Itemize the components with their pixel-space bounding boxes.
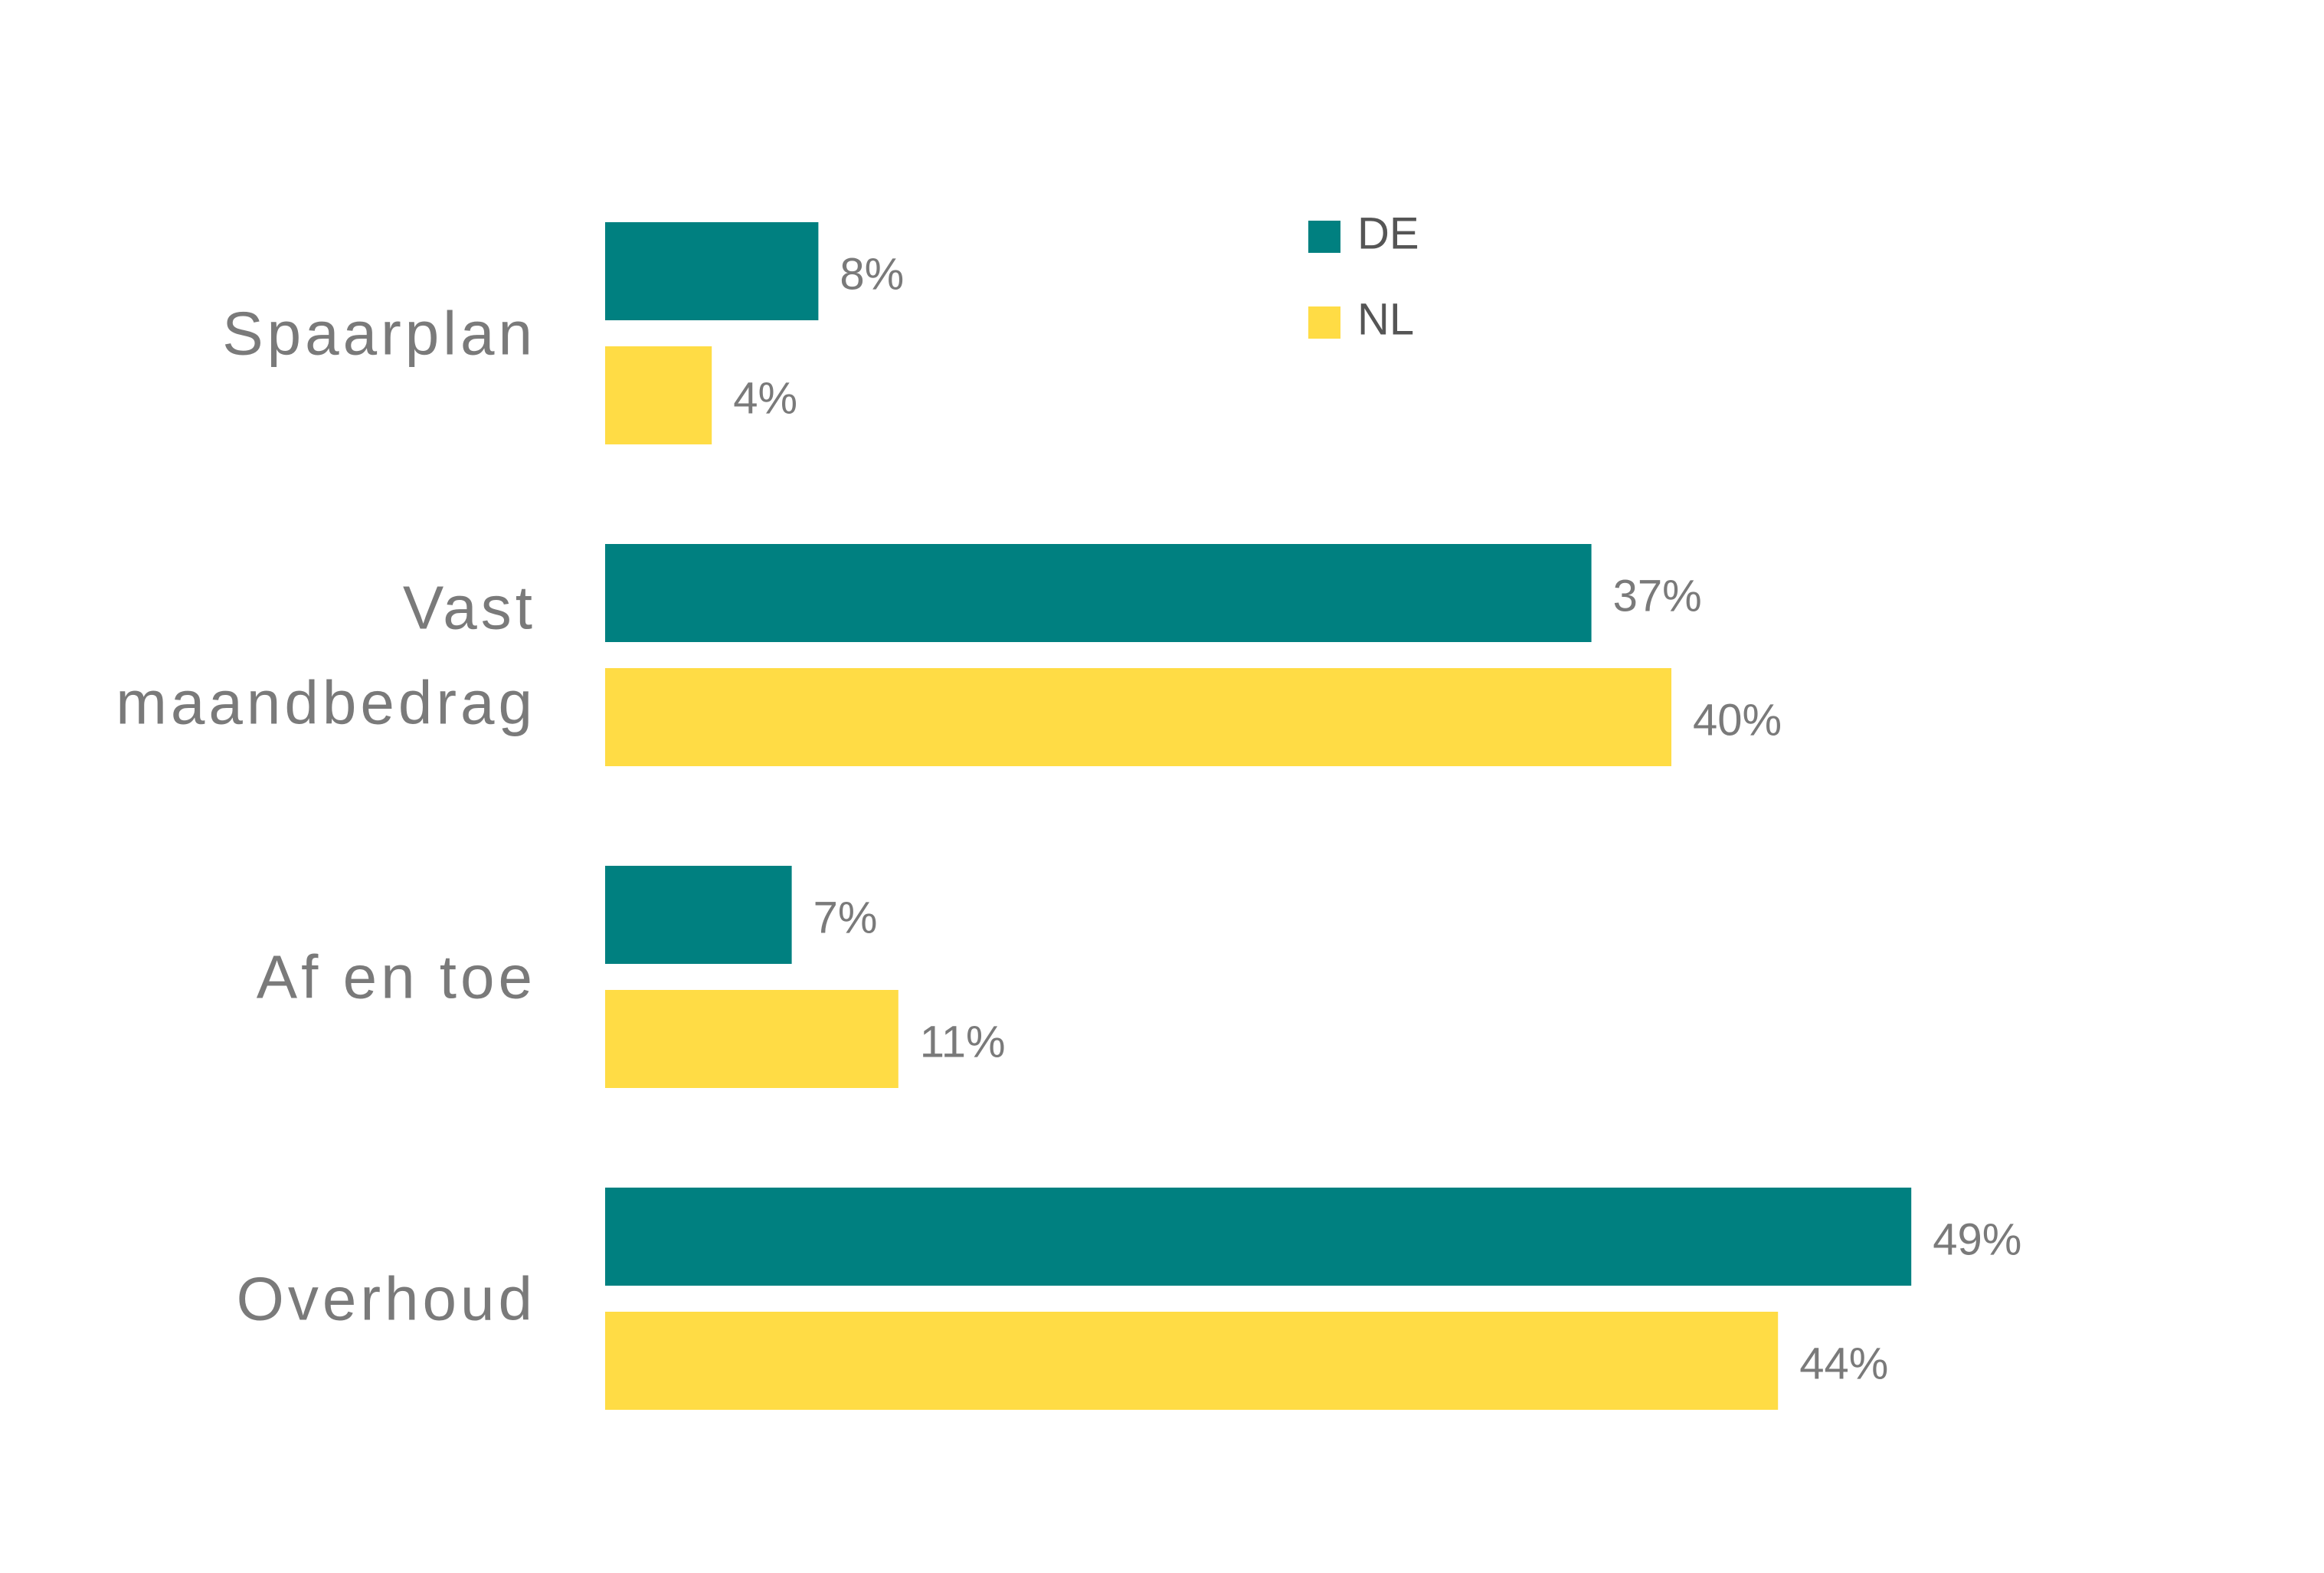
- category-label: Overhoud: [237, 1265, 536, 1333]
- data-label: 7%: [813, 893, 878, 943]
- legend-swatch-de: [1308, 221, 1340, 253]
- bar-de: [605, 1188, 1912, 1286]
- bar-de: [605, 866, 792, 964]
- value-labels: 8% 4% 37% 40% 7% 11% 49% 44%: [733, 250, 2021, 1389]
- bar-nl: [605, 668, 1671, 766]
- category-label: Af en toe: [257, 943, 536, 1011]
- legend-label-de: DE: [1357, 209, 1419, 259]
- data-label: 4%: [733, 374, 797, 424]
- category-label: Spaarplan: [222, 300, 536, 368]
- legend: DE NL: [1308, 209, 1419, 345]
- bar-nl: [605, 990, 899, 1088]
- data-label: 44%: [1799, 1339, 1888, 1389]
- bar-nl: [605, 1312, 1779, 1410]
- category-label: Vast: [403, 574, 536, 642]
- bar-nl: [605, 346, 712, 444]
- bars-layer: [605, 222, 1912, 1410]
- data-label: 37%: [1613, 572, 1702, 621]
- data-label: 40%: [1693, 696, 1782, 746]
- data-label: 49%: [1933, 1215, 2021, 1265]
- legend-label-nl: NL: [1357, 295, 1414, 345]
- legend-swatch-nl: [1308, 306, 1340, 339]
- bar-de: [605, 544, 1592, 642]
- data-label: 8%: [840, 250, 904, 300]
- category-label: maandbedrag: [116, 669, 536, 737]
- bar-de: [605, 222, 819, 320]
- data-label: 11%: [920, 1018, 1006, 1067]
- category-labels: Spaarplan Vast maandbedrag Af en toe Overhou…: [116, 300, 536, 1333]
